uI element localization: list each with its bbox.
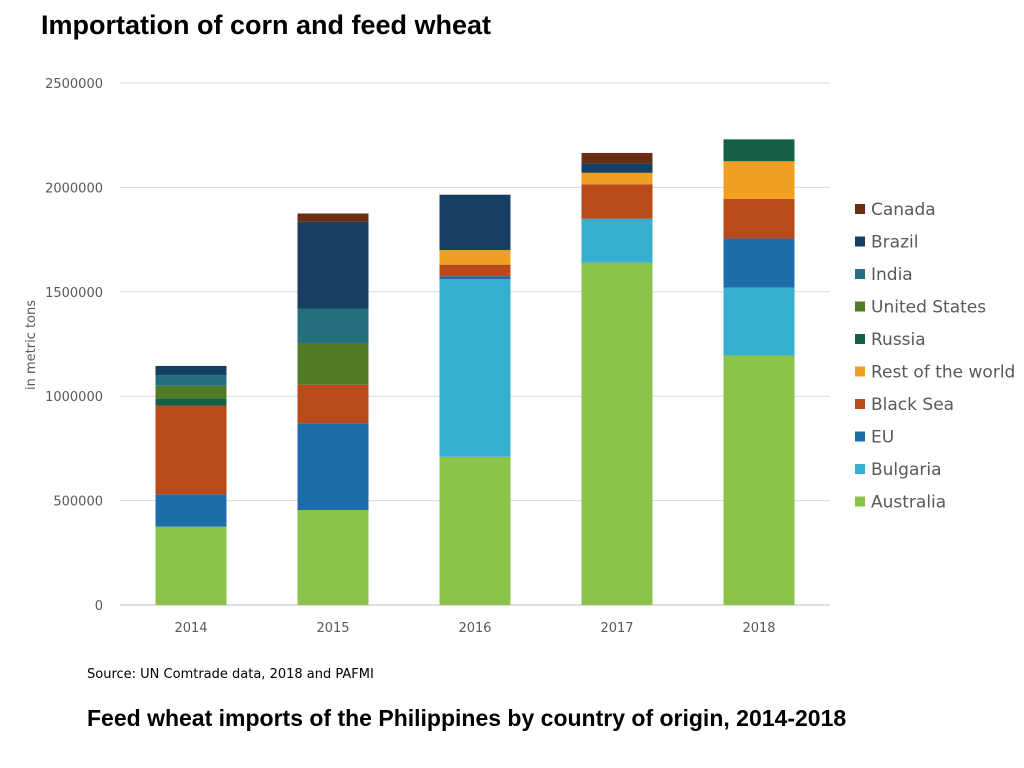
bar-segment-rest-of-the-world xyxy=(723,161,795,199)
bar-segment-united-states xyxy=(155,385,227,399)
bar-segment-russia xyxy=(723,139,795,162)
y-axis-label: in metric tons xyxy=(24,300,39,390)
y-tick-label: 1500000 xyxy=(45,286,103,301)
bar-segment-australia xyxy=(297,509,369,605)
bar-segment-black-sea xyxy=(581,184,653,219)
x-tick-label: 2014 xyxy=(174,621,207,636)
bar-segment-black-sea xyxy=(155,405,227,495)
legend-swatch xyxy=(855,366,865,377)
bar-segment-russia xyxy=(155,398,227,406)
legend-label: United States xyxy=(871,298,986,318)
legend-label: EU xyxy=(871,428,894,448)
y-tick-label: 2000000 xyxy=(45,181,103,196)
bar-segment-india xyxy=(297,308,369,343)
legend-label: Canada xyxy=(871,200,936,220)
legend-swatch xyxy=(855,236,865,247)
legend-swatch xyxy=(855,269,865,279)
stacked-bar-chart: 0 500000 1000000 1500000 2000000 2500000 in m… xyxy=(24,77,1015,636)
bar-segment-brazil xyxy=(297,221,369,309)
x-tick-label: 2016 xyxy=(458,621,491,636)
bar-segment-bulgaria xyxy=(439,279,511,457)
bar-segment-australia xyxy=(439,456,511,605)
x-tick-label: 2017 xyxy=(600,621,633,636)
legend-label: Australia xyxy=(871,493,946,513)
legend-swatch xyxy=(855,464,865,474)
y-tick-label: 2500000 xyxy=(45,77,103,92)
legend-swatch xyxy=(855,431,865,442)
legend-label: India xyxy=(871,265,913,285)
y-tick-label: 0 xyxy=(95,599,103,614)
bar-segment-eu xyxy=(439,276,511,280)
bar-segment-canada xyxy=(581,152,653,164)
bar-segment-eu xyxy=(297,423,369,510)
bar-segment-rest-of-the-world xyxy=(581,172,653,185)
bar-segment-canada xyxy=(297,213,369,222)
bar-segment-eu xyxy=(723,238,795,288)
bar-segment-bulgaria xyxy=(581,218,653,263)
page-title: Importation of corn and feed wheat xyxy=(41,10,492,40)
legend-label: Bulgaria xyxy=(871,460,942,480)
bar-segment-black-sea xyxy=(723,198,795,239)
chart-legend: Canada Brazil India United States Russia Rest… xyxy=(855,200,1015,513)
bar-segment-bulgaria xyxy=(723,287,795,356)
x-tick-label: 2015 xyxy=(316,621,349,636)
y-axis-ticks: 0 500000 1000000 1500000 2000000 2500000 xyxy=(45,77,103,614)
bar-segment-black-sea xyxy=(297,384,369,424)
legend-label: Rest of the world xyxy=(871,363,1015,383)
bar-segment-australia xyxy=(155,526,227,605)
bar-segment-australia xyxy=(581,262,653,605)
x-tick-label: 2018 xyxy=(742,621,775,636)
bar-segment-brazil xyxy=(439,194,511,251)
legend-swatch xyxy=(855,204,865,214)
bar-segment-eu xyxy=(155,494,227,527)
source-note: Source: UN Comtrade data, 2018 and PAFMI xyxy=(87,667,374,682)
y-tick-label: 1000000 xyxy=(45,390,103,405)
y-tick-label: 500000 xyxy=(53,495,103,510)
legend-swatch xyxy=(855,334,865,344)
bar-segment-australia xyxy=(723,355,795,605)
bar-segment-india xyxy=(155,375,227,386)
legend-label: Black Sea xyxy=(871,395,954,415)
legend-swatch xyxy=(855,496,865,507)
bar-segment-brazil xyxy=(581,163,653,173)
bar-segment-brazil xyxy=(155,365,227,376)
legend-swatch xyxy=(855,399,865,409)
bar-segment-rest-of-the-world xyxy=(439,250,511,265)
legend-label: Russia xyxy=(871,330,926,350)
legend-swatch xyxy=(855,301,865,312)
bar-segment-black-sea xyxy=(439,264,511,277)
chart-caption: Feed wheat imports of the Philippines by… xyxy=(87,705,847,731)
chart-bars xyxy=(155,139,795,605)
legend-label: Brazil xyxy=(871,233,918,253)
x-axis-ticks: 2014 2015 2016 2017 2018 xyxy=(174,621,775,636)
bar-segment-united-states xyxy=(297,342,369,385)
